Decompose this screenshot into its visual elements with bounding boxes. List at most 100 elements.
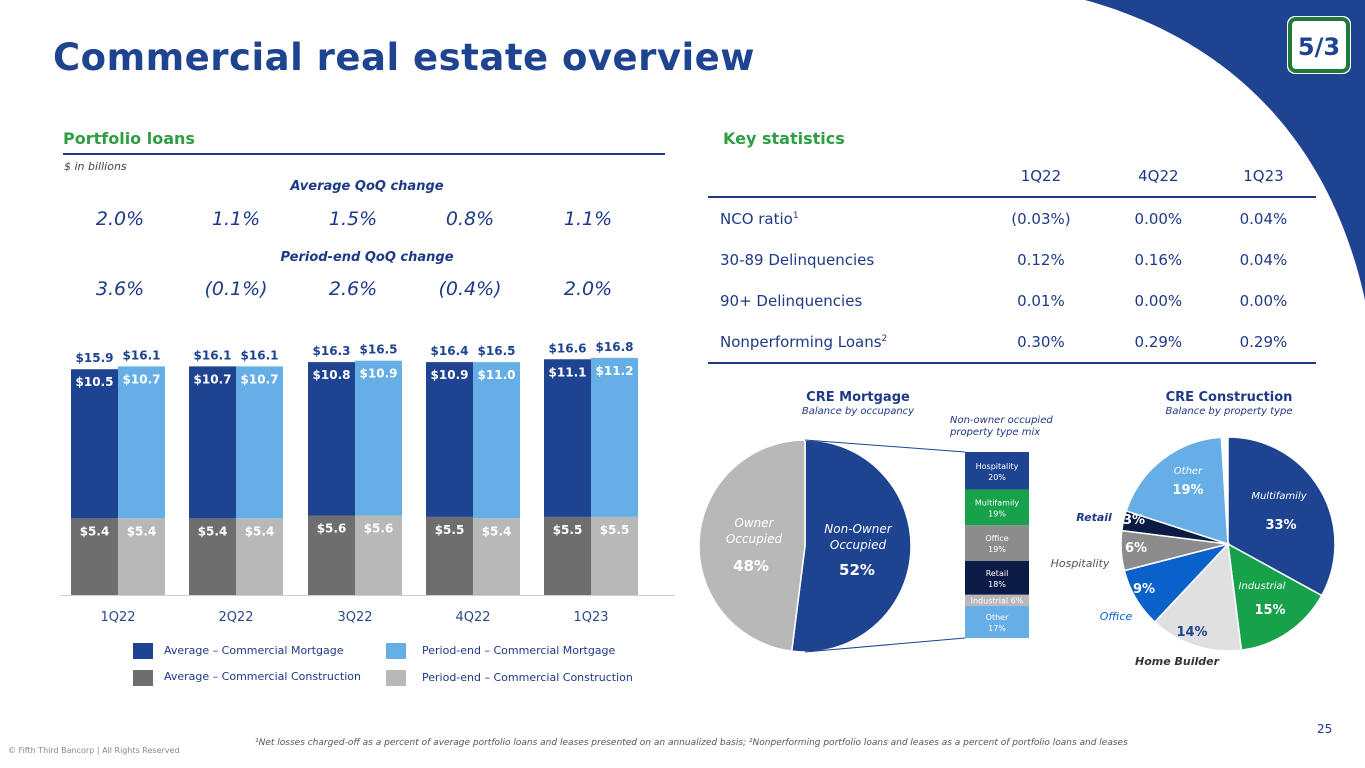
breakdown-label: Other (986, 613, 1009, 622)
table-cell: 0.29% (1210, 321, 1316, 364)
table-cell: 0.00% (1239, 291, 1288, 310)
pe-change-value: (0.4%) (438, 278, 502, 300)
total-label: $16.1 (241, 348, 279, 362)
table-cell: 0.00% (1134, 291, 1183, 310)
breakdown-label: Industrial 6% (971, 596, 1024, 605)
x-tick-label: 4Q22 (455, 610, 490, 625)
breakdown-segment-office (965, 525, 1029, 561)
bar-pe-construction (236, 518, 283, 595)
slice-label: Occupied (830, 538, 887, 552)
breakdown-segment-other (965, 606, 1029, 638)
bar-avg-mortgage (189, 366, 236, 519)
key-stats-heading: Key statistics (723, 129, 845, 148)
data-label: $11.1 (549, 365, 587, 379)
legend-swatch-avg-mortgage (133, 643, 153, 659)
pe-change-label: Period-end QoQ change (280, 250, 454, 265)
legend-label: Period-end – Commercial Construction (422, 671, 633, 684)
pie-slice-multifamily (1227, 436, 1336, 597)
slice-value: 48% (733, 557, 769, 575)
breakdown-value: 20% (988, 473, 1006, 482)
column-header: 1Q22 (976, 156, 1106, 198)
table-cell: 0.04% (1239, 250, 1288, 269)
slice-value: 19% (1172, 483, 1203, 498)
slice-label: Home Builder (1135, 655, 1220, 668)
slice-value: 3% (1123, 513, 1145, 528)
row-label: 90+ Delinquencies (720, 291, 863, 310)
bar-avg-mortgage (71, 369, 118, 519)
breakdown-label: Multifamily (975, 498, 1020, 507)
bar-pe-construction (473, 518, 520, 595)
column-header: 4Q22 (1105, 156, 1211, 198)
table-row: 90+ Delinquencies 0.01% 0.00% 0.00% (708, 280, 1316, 321)
pe-change-value: 3.6% (95, 278, 145, 300)
slice-label: Owner (734, 516, 774, 530)
breakdown-segment-hospitality (965, 452, 1029, 490)
avg-change-label: Average QoQ change (290, 179, 444, 194)
breakdown-segment-multifamily (965, 489, 1029, 526)
bar-pe-mortgage (118, 366, 165, 519)
data-label: $5.6 (317, 521, 347, 535)
slice-label: Multifamily (1251, 491, 1307, 502)
data-label: $5.4 (80, 524, 110, 538)
avg-change-value: 1.1% (563, 208, 613, 230)
table-cell: 0.29% (1105, 321, 1211, 364)
table-cell: 0.16% (1134, 250, 1183, 269)
table-cell: 0.00% (1134, 209, 1183, 228)
cre-construction-subtitle: Balance by property type (1165, 406, 1293, 417)
key-stats-header-row: 1Q22 4Q22 1Q23 (708, 156, 1316, 198)
slice-value: 15% (1254, 603, 1285, 618)
data-label: $5.4 (198, 524, 228, 538)
bar-pe-mortgage (591, 357, 638, 517)
bar-pe-construction (591, 516, 638, 595)
legend-swatch-pe-mortgage (386, 643, 406, 659)
pe-change-value: (0.1%) (204, 278, 268, 300)
x-tick-label: 3Q22 (337, 610, 372, 625)
cre-construction-title: CRE Construction (1165, 390, 1293, 405)
fifth-third-logo: 5/3 (1287, 16, 1351, 74)
bar-avg-construction (308, 515, 355, 595)
slice-label: Office (1100, 610, 1133, 623)
avg-change-value: 1.1% (211, 208, 261, 230)
key-stats-corner (708, 156, 976, 198)
bar-pe-construction (118, 518, 165, 595)
slice-value: 14% (1176, 625, 1207, 640)
data-label: $5.5 (600, 523, 630, 537)
breakdown-title: Non-owner occupied property type mix (950, 415, 1053, 438)
page-title: Commercial real estate overview (53, 36, 755, 79)
avg-change-value: 0.8% (445, 208, 495, 230)
legend-label: Average – Commercial Mortgage (164, 644, 344, 657)
total-label: $16.5 (360, 343, 398, 357)
x-tick-label: 2Q22 (218, 610, 253, 625)
data-label: $5.4 (482, 524, 512, 538)
pie-slice-home-builder (1153, 542, 1243, 652)
avg-change-value: 1.5% (328, 208, 378, 230)
avg-change-value: 2.0% (95, 208, 145, 230)
portfolio-heading: Portfolio loans (63, 129, 195, 148)
breakdown-segment-industrial (965, 594, 1029, 607)
table-row: Nonperforming Loans2 0.30% 0.29% 0.29% (708, 321, 1316, 364)
slice-label: Occupied (726, 532, 783, 546)
breakdown-label: Office (985, 534, 1008, 543)
table-cell: 0.01% (1017, 291, 1065, 310)
bar-avg-construction (426, 516, 473, 595)
total-label: $16.8 (596, 340, 634, 354)
pe-change-value: 2.0% (563, 278, 613, 300)
data-label: $5.4 (127, 524, 157, 538)
connector-line (804, 439, 966, 453)
pie-slice-owner-occupied (698, 439, 806, 653)
slice-label: Hospitality (1051, 557, 1110, 570)
data-label: $11.0 (478, 368, 516, 382)
slice-label: Other (1174, 466, 1203, 477)
bar-avg-mortgage (426, 362, 473, 517)
pie-slice-industrial (1227, 542, 1323, 651)
footnote: ¹Net losses charged-off as a percent of … (255, 738, 1128, 748)
slice-label: Retail (1076, 511, 1112, 524)
bar-avg-mortgage (544, 359, 591, 517)
cre-mortgage-title: CRE Mortgage (806, 390, 910, 405)
data-label: $10.5 (76, 375, 114, 389)
breakdown-value: 19% (988, 509, 1006, 518)
legend-swatch-avg-construction (133, 670, 153, 686)
bar-avg-construction (71, 518, 118, 595)
